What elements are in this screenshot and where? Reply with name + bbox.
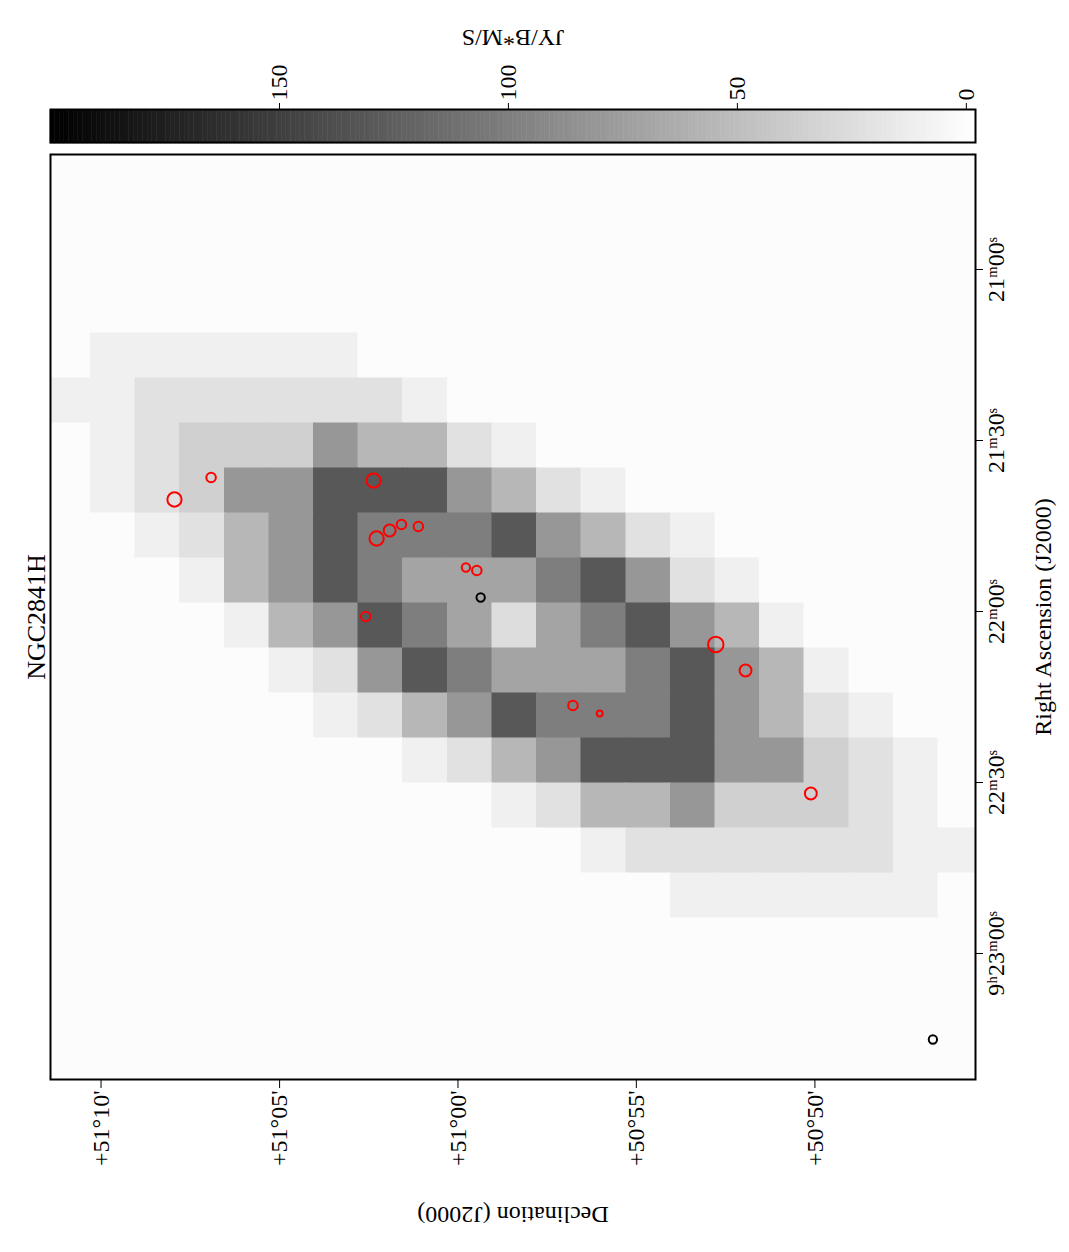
svg-text:+51°10': +51°10' bbox=[88, 1091, 114, 1166]
svg-text:Right Ascension (J2000): Right Ascension (J2000) bbox=[1030, 498, 1056, 735]
svg-text:NGC2841H: NGC2841H bbox=[22, 554, 51, 680]
svg-text:22ᵐ00ˢ: 22ᵐ00ˢ bbox=[983, 579, 1009, 644]
svg-text:0: 0 bbox=[953, 89, 979, 101]
svg-text:50: 50 bbox=[724, 77, 750, 101]
svg-text:+51°05': +51°05' bbox=[266, 1091, 292, 1166]
svg-text:JY/B*M/S: JY/B*M/S bbox=[462, 25, 565, 51]
svg-text:21ᵐ00ˢ: 21ᵐ00ˢ bbox=[983, 237, 1009, 302]
svg-text:150: 150 bbox=[266, 65, 292, 101]
svg-text:Declination (J2000): Declination (J2000) bbox=[417, 1202, 608, 1228]
svg-text:22ᵐ30ˢ: 22ᵐ30ˢ bbox=[983, 750, 1009, 815]
svg-text:+51°00': +51°00' bbox=[445, 1091, 471, 1166]
svg-text:+50°55': +50°55' bbox=[623, 1091, 649, 1166]
svg-text:21ᵐ30ˢ: 21ᵐ30ˢ bbox=[983, 408, 1009, 473]
svg-text:+50°50': +50°50' bbox=[802, 1091, 828, 1166]
svg-text:100: 100 bbox=[495, 65, 521, 101]
svg-text:9ʰ23ᵐ00ˢ: 9ʰ23ᵐ00ˢ bbox=[983, 911, 1009, 996]
